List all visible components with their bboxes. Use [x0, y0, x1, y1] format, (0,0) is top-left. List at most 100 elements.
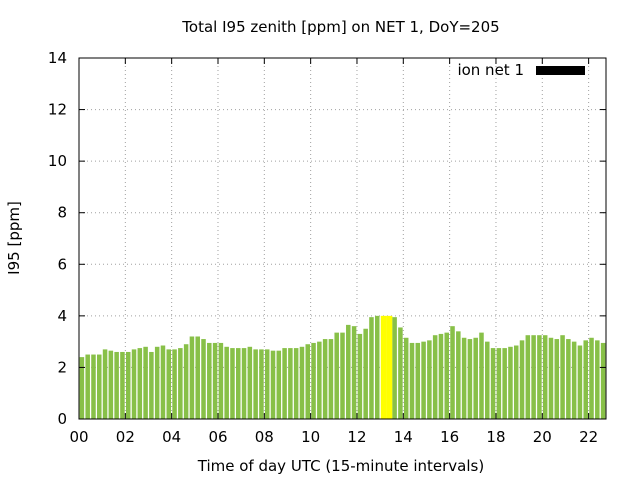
bar-highlighted [386, 315, 393, 419]
bar [554, 339, 560, 419]
bar [508, 346, 513, 419]
bar [531, 335, 536, 419]
bar [154, 346, 160, 419]
bar [513, 345, 519, 419]
bar [542, 335, 548, 419]
plot-area-border [78, 57, 607, 420]
bar [432, 335, 438, 419]
bar [357, 333, 363, 419]
bar [374, 315, 380, 419]
bar [317, 341, 322, 419]
bar [259, 349, 264, 419]
bar [351, 326, 357, 419]
bar [340, 332, 345, 419]
bar [577, 345, 583, 419]
bar [502, 348, 507, 419]
bars [79, 315, 606, 419]
bar [403, 337, 409, 419]
y-tick-label: 0 [57, 410, 67, 428]
y-tick-label: 4 [57, 307, 67, 325]
bar [160, 345, 166, 419]
bar [79, 357, 85, 419]
bar [247, 346, 253, 419]
bar [589, 337, 594, 419]
bar [264, 349, 270, 419]
x-tick-label: 22 [579, 428, 598, 446]
grid-lines [79, 58, 606, 419]
bar [485, 341, 490, 419]
bar [108, 350, 114, 419]
x-tick-label: 08 [255, 428, 274, 446]
bar [241, 348, 247, 419]
bar [525, 335, 531, 419]
bar [392, 317, 397, 419]
bar [166, 349, 172, 419]
legend-swatch [536, 66, 585, 75]
bar [189, 336, 195, 419]
bar [461, 337, 467, 419]
bar [421, 341, 426, 419]
bar [600, 342, 606, 419]
bar [595, 340, 600, 419]
bar [479, 332, 484, 419]
bar [305, 344, 311, 419]
bar [131, 349, 137, 419]
bar [490, 348, 496, 419]
bar [450, 326, 455, 419]
bar [346, 324, 351, 419]
bar [456, 331, 461, 419]
x-tick-label: 12 [347, 428, 366, 446]
bar [85, 354, 90, 419]
bar [369, 317, 374, 419]
bar [276, 350, 282, 419]
bar [571, 341, 577, 419]
bar [183, 344, 189, 419]
bar-highlighted [380, 315, 387, 419]
bar [398, 327, 403, 419]
bar [299, 346, 305, 419]
bar [583, 340, 588, 419]
bar [415, 342, 421, 419]
x-tick-label: 20 [533, 428, 552, 446]
bar [91, 354, 96, 419]
bar [444, 332, 449, 419]
bar [537, 335, 542, 419]
bar [293, 348, 299, 419]
bar [172, 349, 177, 419]
bar [322, 339, 328, 419]
bar [282, 348, 287, 419]
bar [212, 342, 218, 419]
bar [149, 351, 154, 419]
bar [363, 328, 368, 419]
bar [409, 342, 415, 419]
bar [270, 350, 276, 419]
bar [496, 348, 502, 419]
bar [195, 336, 200, 419]
bar [120, 351, 125, 419]
x-tick-label: 02 [116, 428, 135, 446]
bar [97, 354, 102, 419]
bar [560, 335, 565, 419]
bar [201, 339, 206, 419]
bar [137, 348, 143, 419]
bar [519, 340, 525, 419]
bar [328, 339, 334, 419]
y-tick-label: 8 [57, 204, 67, 222]
bar [427, 340, 432, 419]
bar [218, 342, 224, 419]
y-tick-label: 14 [48, 49, 67, 67]
chart-title: Total I95 zenith [ppm] on NET 1, DoY=205 [181, 18, 499, 36]
legend-label: ion net 1 [457, 61, 524, 79]
bar [438, 333, 444, 419]
y-tick-label: 2 [57, 358, 67, 376]
x-tick-label: 10 [301, 428, 320, 446]
bar [224, 346, 229, 419]
x-tick-label: 00 [69, 428, 88, 446]
x-tick-label: 18 [486, 428, 505, 446]
x-axis-label: Time of day UTC (15-minute intervals) [197, 457, 484, 475]
x-tick-label: 04 [162, 428, 181, 446]
bar [125, 351, 131, 419]
legend: ion net 1 [457, 61, 585, 79]
x-tick-label: 14 [394, 428, 413, 446]
